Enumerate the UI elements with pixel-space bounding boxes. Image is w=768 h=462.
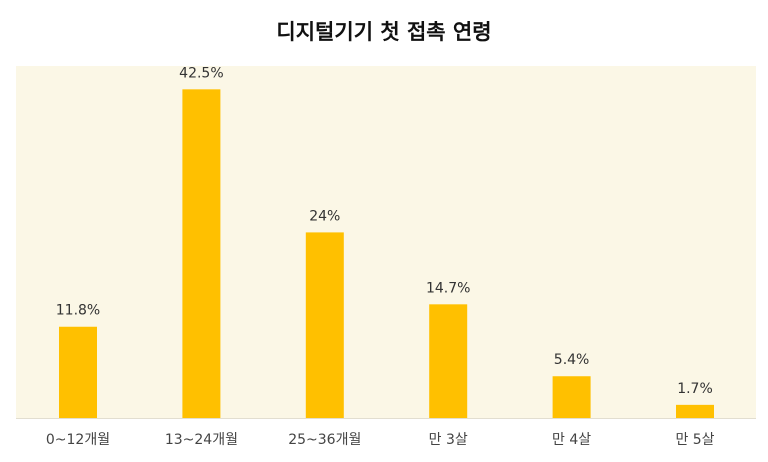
bar [552,376,591,418]
bar-value-label: 42.5% [179,65,223,81]
bar-value-label: 1.7% [677,381,713,397]
bar [305,232,344,418]
plot-background [16,66,756,418]
category-labels: 0~12개월 13~24개월 25~36개월 만 3살 만 4살 만 5살 [46,432,715,448]
bar-value-label: 24% [309,208,340,224]
x-tick-label: 만 5살 [675,432,714,448]
bar-value-label: 11.8% [56,303,100,319]
bar [182,89,221,418]
x-tick-label: 만 4살 [552,432,591,448]
x-tick-label: 만 3살 [429,432,468,448]
chart-title: 디지털기기 첫 접촉 연령 [276,20,492,44]
x-tick-label: 25~36개월 [288,432,361,448]
bar [59,326,97,418]
value-labels: 11.8% 42.5% 24% 14.7% 5.4% 1.7% [56,65,713,397]
x-tick-label: 0~12개월 [46,432,110,448]
x-tick-label: 13~24개월 [165,432,238,448]
bar-value-label: 14.7% [426,280,470,296]
bar [429,304,468,418]
bars [59,89,714,418]
bar [676,404,714,418]
bar-value-label: 5.4% [554,352,590,368]
